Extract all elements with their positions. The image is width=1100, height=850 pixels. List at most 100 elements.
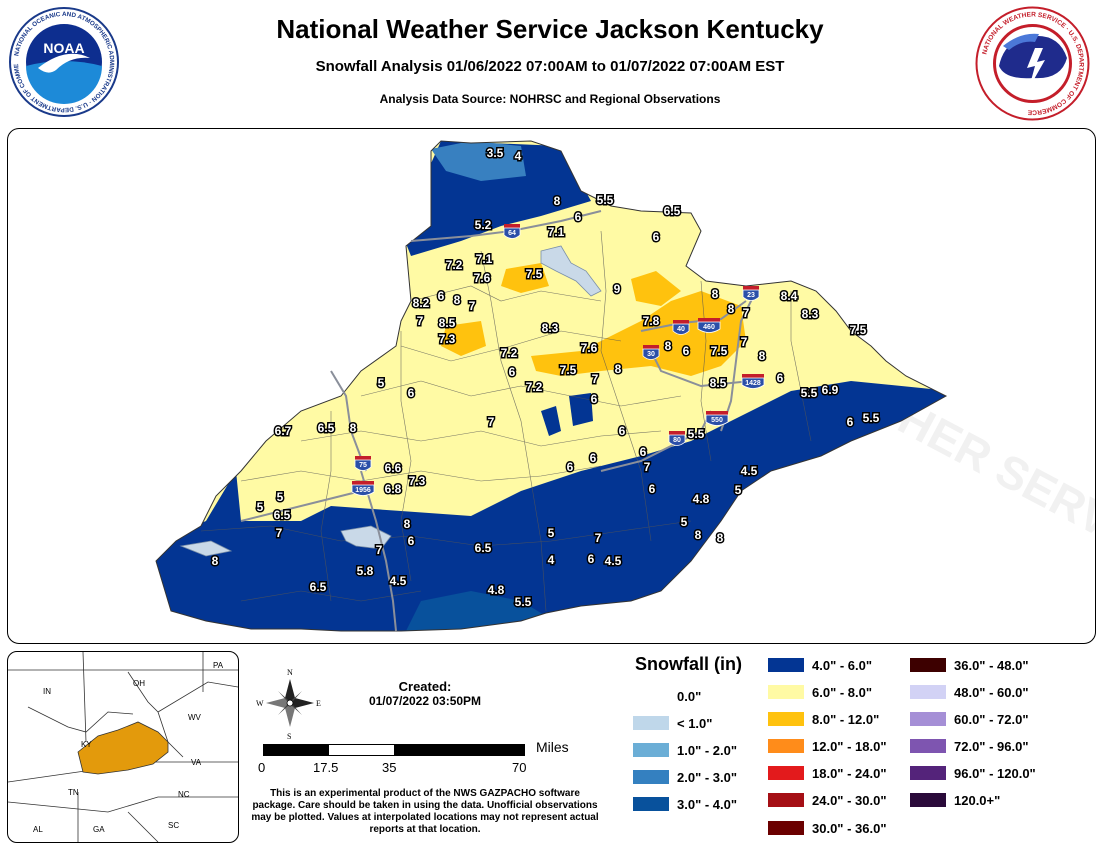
snowfall-observation: 6 [683,344,690,358]
snowfall-observation: 7.3 [409,474,426,488]
snowfall-observation: 7.6 [581,341,598,355]
snowfall-observation: 8 [695,528,702,542]
data-source: Analysis Data Source: NOHRSC and Regiona… [379,92,721,106]
snowfall-observation: 7.1 [476,252,493,266]
snowfall-observation: 7.5 [560,363,577,377]
state-label-oh: OH [133,679,145,688]
snowfall-observation: 7 [743,306,750,320]
legend-label: 96.0" - 120.0" [954,765,1036,781]
legend-swatch [768,766,804,780]
snowfall-observation: 7.5 [711,344,728,358]
created-label: Created: [398,679,452,694]
snowfall-observation: 6 [509,365,516,379]
legend-swatch [910,739,946,753]
state-label-wv: WV [188,713,202,722]
snowfall-observation: 7 [469,299,476,313]
svg-text:80: 80 [673,437,681,444]
snowfall-observation: 4 [548,553,555,567]
snowfall-observation: 5.5 [688,427,705,441]
snowfall-observation: 7 [595,531,602,545]
snowfall-observation: 7 [592,372,599,386]
svg-text:40: 40 [677,326,685,333]
map-title: National Weather Service Jackson Kentuck… [276,14,824,44]
legend-label: 72.0" - 96.0" [954,738,1029,754]
state-label-pa: PA [213,661,224,670]
snowfall-observation: 8.4 [781,289,798,303]
legend-label: 1.0" - 2.0" [677,742,738,758]
snowfall-observation: 5 [681,515,688,529]
snowfall-observation: 5 [378,376,385,390]
compass-rose-icon: N S E W [256,668,321,740]
scale-tick-70: 70 [512,760,527,775]
snowfall-observation: 6 [567,460,574,474]
legend-item: 96.0" - 120.0" [910,763,1036,783]
legend-item: 12.0" - 18.0" [768,736,886,756]
snowfall-observation: 6 [619,424,626,438]
legend-swatch [910,685,946,699]
legend-swatch [633,770,669,784]
snowfall-observation: 7.2 [446,258,463,272]
state-label-ga: GA [93,825,105,834]
svg-text:550: 550 [711,417,723,424]
snowfall-observation: 8.5 [710,376,727,390]
snowfall-observation: 7.5 [526,267,543,281]
snowfall-observation: 8 [615,362,622,376]
legend-label: 6.0" - 8.0" [812,684,873,700]
snowfall-observation: 6.5 [318,421,335,435]
disclaimer-text: This is an experimental product of the N… [251,788,599,835]
legend-item: 6.0" - 8.0" [768,682,872,702]
snowfall-observation: 6.5 [310,580,327,594]
legend-swatch [910,766,946,780]
snowfall-observation: 5.2 [475,218,492,232]
snowfall-observation: 5 [277,490,284,504]
snowfall-observation: 6.9 [822,383,839,397]
legend-item: 0.0" [633,686,701,706]
snowfall-observation: 8 [717,531,724,545]
snowfall-observation: 7 [276,526,283,540]
legend-swatch [768,658,804,672]
legend-label: < 1.0" [677,715,713,731]
svg-text:W: W [256,699,264,708]
snowfall-observation: 7 [741,335,748,349]
snowfall-observation: 6.5 [475,541,492,555]
legend-swatch [633,689,669,703]
snowfall-observation: 8 [404,517,411,531]
snowfall-8-12-area [501,263,549,293]
snowfall-observation: 4.8 [693,492,710,506]
map-subtitle: Snowfall Analysis 01/06/2022 07:00AM to … [315,58,785,75]
snowfall-observation: 4.5 [390,574,407,588]
legend-item: 30.0" - 36.0" [768,818,886,838]
legend-label: 48.0" - 60.0" [954,684,1029,700]
svg-text:30: 30 [647,351,655,358]
snowfall-observation: 8.3 [542,321,559,335]
legend-item: 36.0" - 48.0" [910,655,1028,675]
legend-title: Snowfall (in) [635,654,742,674]
state-label-va: VA [191,758,202,767]
snowfall-observation: 8 [554,194,561,208]
legend-swatch [910,793,946,807]
legend-label: 60.0" - 72.0" [954,711,1029,727]
snowfall-observation: 5 [735,483,742,497]
svg-text:23: 23 [747,292,755,299]
legend-swatch [768,685,804,699]
snowfall-observation: 7.3 [439,332,456,346]
legend-label: 18.0" - 24.0" [812,765,887,781]
legend-swatch [633,716,669,730]
state-label-in: IN [43,687,51,696]
scale-bar [263,744,525,756]
snowfall-observation: 5.8 [357,564,374,578]
interstate-shield-23: 23 [742,286,760,301]
state-label-sc: SC [168,821,179,830]
svg-text:75: 75 [359,462,367,469]
legend-swatch [633,797,669,811]
legend-swatch [768,821,804,835]
snowfall-observation: 6 [653,230,660,244]
scale-tick-35: 35 [382,760,397,775]
legend-label: 8.0" - 12.0" [812,711,880,727]
legend-item: 60.0" - 72.0" [910,709,1028,729]
legend-label: 12.0" - 18.0" [812,738,887,754]
snowfall-2-3-area [431,141,526,181]
legend-item: 1.0" - 2.0" [633,740,737,760]
legend-label: 120.0+" [954,792,1001,808]
snowfall-observation: 4.8 [488,583,505,597]
